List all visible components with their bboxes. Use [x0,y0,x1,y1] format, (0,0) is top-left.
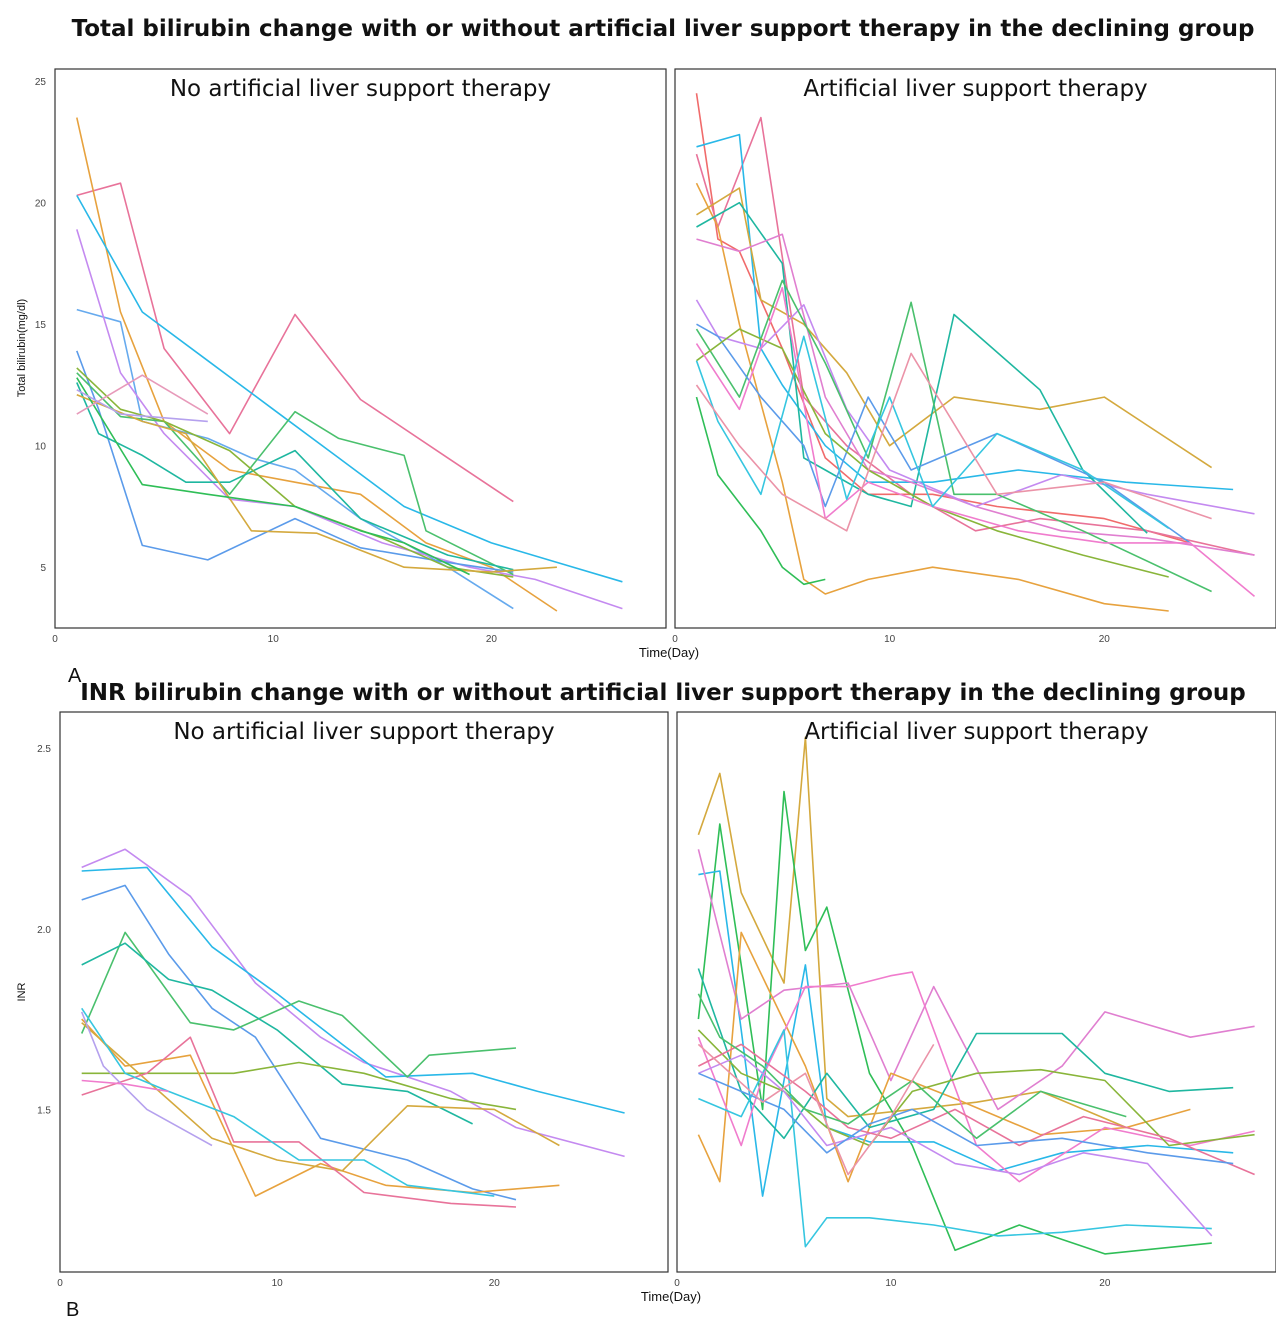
series-line-a-left-11 [76,377,470,576]
series-line-b-right-9 [698,1029,1212,1248]
panel-frame-b-right [676,711,1276,1273]
panel-b-letter: B [66,1299,79,1320]
series-line-b-left-8 [81,1022,560,1172]
chart-panels: No artificial liver support therapy 0 10 20… [35,68,1276,1289]
series-line-a-right-11 [696,328,1169,578]
x-tick-label-a-left-10: 10 [268,634,280,645]
x-tick-label-b-right-0: 0 [674,1278,680,1289]
y-tick-label-b-left-1.5: 1.5 [37,1105,51,1116]
x-tick-label-b-left-10: 10 [272,1278,284,1289]
panel-a-x-axis-label: Time(Day) [639,645,699,660]
series-line-a-right-9 [695,279,1212,593]
series-line-b-right-4 [697,849,1255,1111]
series-line-a-right-12 [695,286,1256,598]
series-line-a-left-1 [76,182,514,503]
series-line-b-right-14 [697,1043,935,1176]
series-line-b-right-10 [698,1054,1213,1237]
panel-subtitle-a-right: Artificial liver support therapy [803,76,1147,102]
series-line-b-left-1 [81,848,625,1158]
series-line-b-left-6 [81,1061,517,1111]
x-tick-label-b-right-10: 10 [885,1278,897,1289]
panel-b-x-axis-label: Time(Day) [641,1289,701,1304]
panel-frame-a-left [54,68,667,629]
series-line-b-left-11 [80,1011,213,1147]
series-line-a-right-2 [695,116,1255,556]
series-line-b-right-8 [697,1029,1255,1147]
series-line-b-left-9 [81,1036,517,1208]
x-tick-label-a-right-10: 10 [884,634,896,645]
panel-a-left: No artificial liver support therapy 0 10 20… [35,68,667,645]
series-line-b-right-12 [697,993,1127,1140]
y-tick-label-b-left-2.5: 2.5 [37,744,51,755]
series-line-a-left-13 [76,389,208,423]
panel-subtitle-a-left: No artificial liver support therapy [170,76,551,102]
y-tick-label-a-left-10: 10 [35,442,47,453]
series-line-b-right-1 [697,736,1127,1129]
series-line-a-right-14 [695,396,826,586]
series-line-a-left-5 [76,229,623,610]
panel-b-title: INR bilirubin change with or without art… [80,680,1246,706]
y-tick-label-b-left-2.0: 2.0 [37,925,51,936]
x-tick-label-a-left-20: 20 [486,634,498,645]
x-tick-label-b-left-0: 0 [57,1278,63,1289]
y-tick-label-a-left-20: 20 [35,199,47,210]
x-tick-label-b-left-20: 20 [489,1278,501,1289]
series-line-b-left-7 [81,1018,560,1197]
series-line-a-left-4 [76,308,514,610]
series-line-b-right-6 [697,968,1234,1140]
series-line-a-left-3 [76,195,623,583]
series-line-a-left-8 [76,382,514,571]
series-line-a-right-6 [696,201,1148,534]
series-line-a-right-1 [695,93,1191,544]
x-tick-label-a-right-20: 20 [1099,634,1111,645]
panel-b-right: Artificial liver support therapy 0 10 20 [674,711,1276,1289]
series-line-a-right-4 [696,187,1213,469]
series-line-b-left-5 [81,942,473,1125]
series-line-b-left-12 [81,1079,169,1093]
series-line-b-right-11 [698,1043,1255,1176]
series-line-a-right-7 [696,233,1255,556]
y-tick-label-a-left-25: 25 [35,77,47,88]
series-line-a-right-13 [695,335,1170,530]
panel-a-y-axis-label: Total bilirubin(mg/dl) [16,299,28,397]
series-line-a-left-9 [76,367,514,578]
panel-a-right: Artificial liver support therapy 0 10 20 [672,68,1276,645]
panel-frame-b-left [59,711,669,1273]
series-line-b-left-4 [80,931,517,1078]
series-line-a-right-15 [695,352,1212,532]
series-line-b-left-3 [81,884,517,1201]
y-tick-label-a-left-15: 15 [35,320,47,331]
series-line-b-left-2 [81,866,625,1114]
panel-b-left: No artificial liver support therapy 0 10 20… [37,711,669,1289]
x-tick-label-b-right-20: 20 [1099,1278,1111,1289]
x-tick-label-a-right-0: 0 [672,634,678,645]
series-line-b-right-7 [697,971,1255,1183]
y-tick-label-a-left-5: 5 [40,563,46,574]
x-tick-label-a-left-0: 0 [52,634,58,645]
series-line-a-left-6 [76,350,514,573]
panel-b-y-axis-label: INR [16,982,28,1001]
panel-subtitle-b-left: No artificial liver support therapy [173,719,554,745]
series-line-b-right-2 [697,790,1212,1255]
series-line-a-left-10 [76,393,557,573]
panel-a-letter: A [68,665,82,687]
panel-subtitle-b-right: Artificial liver support therapy [804,719,1148,745]
series-line-a-left-2 [76,117,558,612]
series-line-a-right-8 [695,299,1255,515]
series-line-b-right-3 [698,870,1234,1197]
panel-a-title: Total bilirubin change with or without a… [72,16,1255,42]
panel-frame-a-right [674,68,1276,629]
series-line-a-right-5 [695,182,1169,612]
series-line-b-left-10 [81,1007,495,1197]
